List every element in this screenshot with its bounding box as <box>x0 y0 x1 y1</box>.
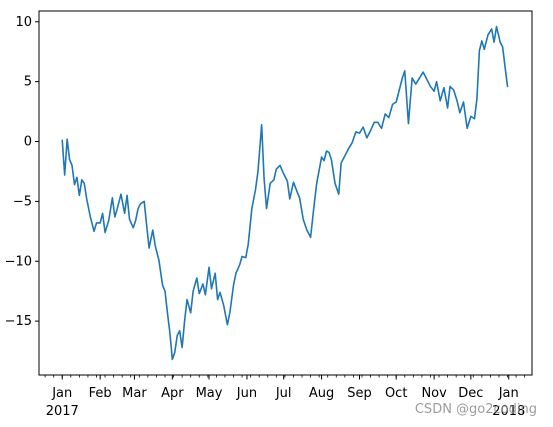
axes: 10 5 0 −5 −10 −15 Jan 2017 Feb Mar Apr May Jun Jul Aug… <box>5 10 533 419</box>
x-tick-label: Jul <box>275 386 292 401</box>
y-tick-label: 10 <box>15 15 32 30</box>
y-tick-label: −10 <box>5 254 32 269</box>
plot-frame <box>38 10 533 376</box>
x-tick-label: Apr <box>161 386 184 401</box>
x-tick-label: Jan <box>51 386 72 401</box>
x-tick-label: Feb <box>89 386 112 401</box>
x-tick-year-label: 2018 <box>492 404 525 419</box>
x-tick-label: May <box>196 386 223 401</box>
plot-area <box>61 25 509 361</box>
x-tick-label: Mar <box>122 386 147 401</box>
x-tick-label: Jun <box>236 386 257 401</box>
x-tick-label: Sep <box>347 386 372 401</box>
watermark-text: CSDN @go2coding <box>414 402 537 417</box>
x-tick-label: Nov <box>421 386 447 401</box>
x-tick-label: Jan <box>498 386 519 401</box>
y-tick-label: −5 <box>13 194 32 209</box>
x-tick-label: Dec <box>458 386 483 401</box>
series-line-0 <box>61 25 509 361</box>
x-tick-label: Oct <box>385 386 407 401</box>
y-tick-label: 5 <box>24 75 32 90</box>
y-tick-label: −15 <box>5 314 32 329</box>
x-tick-year-label: 2017 <box>46 404 79 419</box>
y-tick-label: 0 <box>24 135 32 150</box>
x-tick-label: Aug <box>309 386 334 401</box>
